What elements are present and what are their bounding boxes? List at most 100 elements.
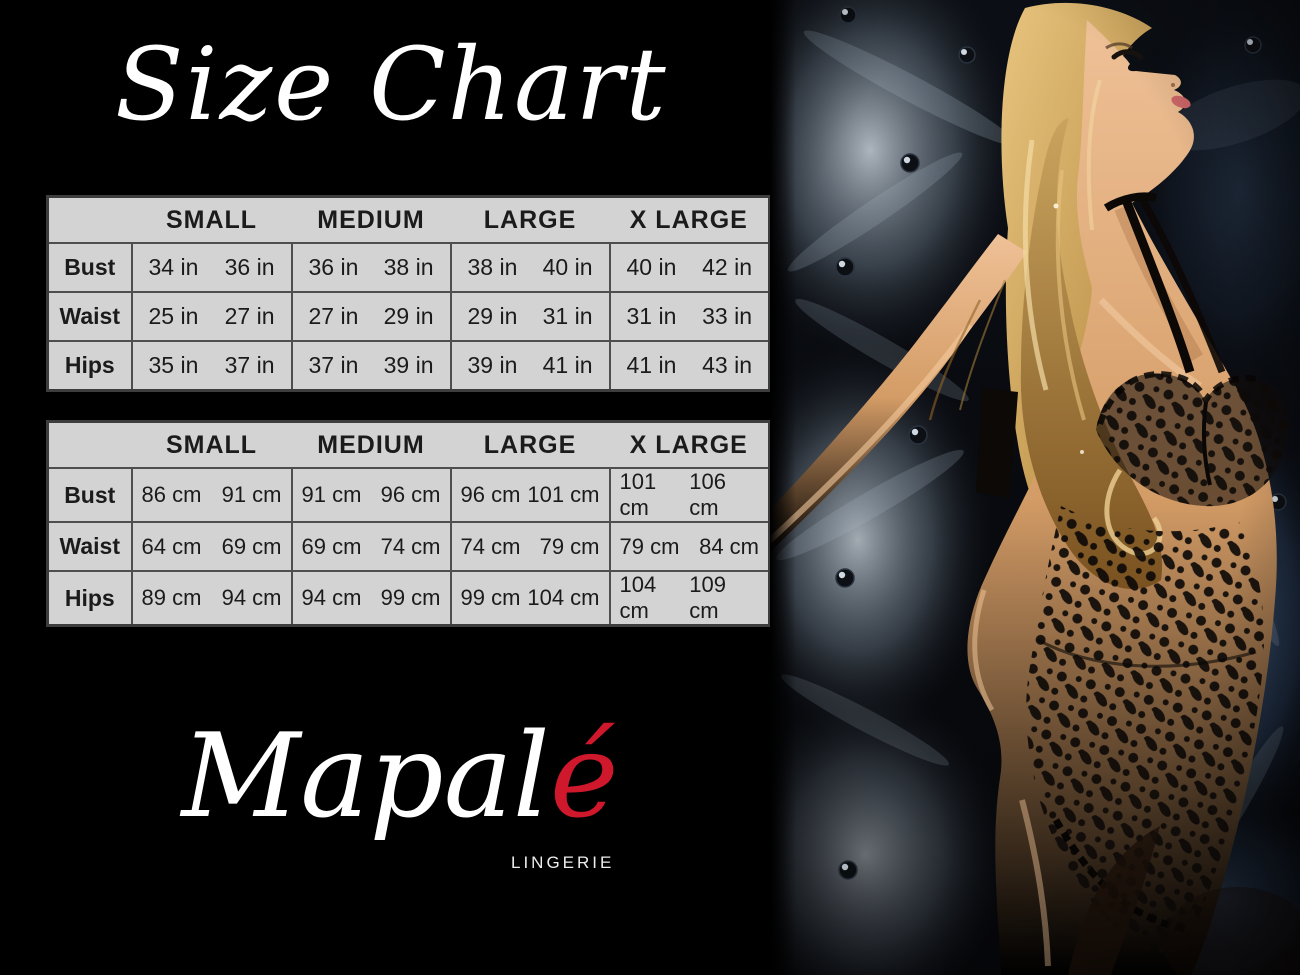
measure-value: 33 in [702,303,752,329]
size-cell: 38 in 40 in [449,242,611,293]
brand-logo-accent-letter: é [549,709,619,844]
measure-value: 27 in [308,303,359,329]
table-header-row: SMALL MEDIUM LARGE X LARGE [47,421,770,469]
measure-value: 91 cm [221,482,282,507]
row-label: Bust [46,467,133,523]
table-row-bust: Bust 34 in 36 in 36 in 38 in 38 in 40 in 40… [46,242,771,293]
measure-value: 79 cm [619,533,680,559]
size-cell: 99 cm 104 cm [449,570,611,627]
measure-value: 37 in [308,352,359,378]
measure-value: 35 in [148,352,199,378]
page-title: Size Chart [115,26,668,143]
row-label: Hips [46,340,133,392]
measure-value: 104 cm [527,585,600,610]
measure-value: 29 in [383,303,434,329]
measure-value: 36 in [224,254,275,280]
size-cell: 37 in 39 in [290,340,452,392]
table-header-row: SMALL MEDIUM LARGE X LARGE [47,196,770,244]
size-cell: 86 cm 91 cm [130,467,293,523]
table-row-bust: Bust 86 cm 91 cm 91 cm 96 cm 96 cm 101 cm 1… [46,467,771,523]
measure-value: 104 cm [619,572,657,623]
measure-value: 99 cm [460,585,521,610]
measure-value: 41 in [542,352,593,378]
measure-value: 27 in [224,303,275,329]
column-header-large: LARGE [450,421,610,469]
measure-value: 94 cm [301,585,362,610]
brand-logo-text: Mapal [181,709,550,844]
size-cell: 101 cm 106 cm [608,467,771,523]
measure-value: 106 cm [689,469,726,520]
measure-value: 109 cm [689,572,726,623]
size-cell: 36 in 38 in [290,242,452,293]
size-cell: 89 cm 94 cm [130,570,293,627]
column-header-medium: MEDIUM [291,196,451,244]
measure-value: 41 in [626,352,677,378]
size-cell: 40 in 42 in [608,242,771,293]
row-label: Waist [46,291,133,342]
measure-value: 74 cm [460,533,521,559]
measure-value: 89 cm [141,585,202,610]
size-cell: 35 in 37 in [130,340,293,392]
column-header-xlarge: X LARGE [609,421,770,469]
size-table-inches: SMALL MEDIUM LARGE X LARGE Bust 34 in 36 … [46,195,771,392]
measure-value: 36 in [308,254,359,280]
measure-value: 31 in [542,303,593,329]
measure-value: 101 cm [527,482,600,507]
measure-value: 29 in [467,303,518,329]
measure-value: 96 cm [460,482,521,507]
size-cell: 27 in 29 in [290,291,452,342]
row-label: Bust [46,242,133,293]
size-cell: 104 cm 109 cm [608,570,771,627]
table-row-waist: Waist 25 in 27 in 27 in 29 in 29 in 31 in 3… [46,291,771,342]
measure-value: 40 in [626,254,677,280]
measure-value: 99 cm [380,585,441,610]
measure-value: 96 cm [380,482,441,507]
measure-value: 38 in [383,254,434,280]
measure-value: 84 cm [699,533,759,559]
measure-value: 39 in [383,352,434,378]
size-cell: 91 cm 96 cm [290,467,452,523]
size-cell: 39 in 41 in [449,340,611,392]
measure-value: 101 cm [619,469,657,520]
size-cell: 69 cm 74 cm [290,521,452,572]
measure-value: 38 in [467,254,518,280]
measure-value: 69 cm [221,533,282,559]
measure-value: 64 cm [141,533,202,559]
column-header-medium: MEDIUM [291,421,451,469]
brand-logo: Mapalé [160,710,640,843]
size-table-centimeters: SMALL MEDIUM LARGE X LARGE Bust 86 cm 91 … [46,420,771,627]
size-cell: 25 in 27 in [130,291,293,342]
measure-value: 39 in [467,352,518,378]
measure-value: 91 cm [301,482,362,507]
table-row-waist: Waist 64 cm 69 cm 69 cm 74 cm 74 cm 79 cm 7… [46,521,771,572]
measure-value: 25 in [148,303,199,329]
measure-value: 37 in [224,352,275,378]
column-header-xlarge: X LARGE [609,196,770,244]
column-header-large: LARGE [450,196,610,244]
model-photo-illustration [770,0,1300,975]
measure-value: 40 in [542,254,593,280]
measure-value: 86 cm [141,482,202,507]
size-cell: 74 cm 79 cm [449,521,611,572]
column-header-small: SMALL [131,421,292,469]
row-label: Waist [46,521,133,572]
size-cell: 79 cm 84 cm [608,521,771,572]
table-row-hips: Hips 89 cm 94 cm 94 cm 99 cm 99 cm 104 cm 1… [46,570,771,627]
brand-tagline: LINGERIE [511,853,615,872]
measure-value: 31 in [626,303,677,329]
measure-value: 94 cm [221,585,282,610]
column-header-small: SMALL [131,196,292,244]
size-cell: 64 cm 69 cm [130,521,293,572]
size-cell: 96 cm 101 cm [449,467,611,523]
measure-value: 34 in [148,254,199,280]
measure-value: 79 cm [539,533,600,559]
size-cell: 29 in 31 in [449,291,611,342]
model-photo [770,0,1300,975]
table-row-hips: Hips 35 in 37 in 37 in 39 in 39 in 41 in 41… [46,340,771,392]
row-label: Hips [46,570,133,627]
measure-value: 74 cm [380,533,441,559]
corner-cell [47,196,132,244]
measure-value: 69 cm [301,533,362,559]
vignette [770,0,1300,975]
